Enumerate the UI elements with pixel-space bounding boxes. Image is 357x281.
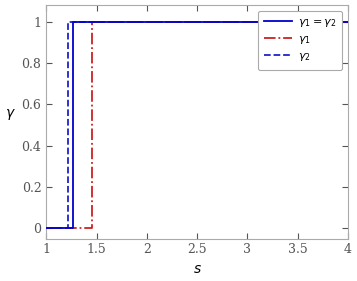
Legend: $\gamma_1 = \gamma_2$, $\gamma_1$, $\gamma_2$: $\gamma_1 = \gamma_2$, $\gamma_1$, $\gam… [257,11,342,70]
Y-axis label: $\gamma$: $\gamma$ [5,107,16,122]
Line: $\gamma_1$: $\gamma_1$ [46,22,348,228]
$\gamma_1$ [346,20,350,23]
$\gamma_2$ [44,226,49,230]
Line: $\gamma_1 = \gamma_2$: $\gamma_1 = \gamma_2$ [46,22,348,228]
$\gamma_1$ [89,20,94,23]
$\gamma_1$ [89,226,94,230]
$\gamma_2$ [66,226,71,230]
$\gamma_1 = \gamma_2$ [44,226,49,230]
Line: $\gamma_2$: $\gamma_2$ [46,22,348,228]
$\gamma_1$ [44,226,49,230]
$\gamma_1 = \gamma_2$ [71,226,76,230]
$\gamma_1 = \gamma_2$ [71,20,76,23]
X-axis label: $s$: $s$ [193,262,202,276]
$\gamma_2$ [66,20,71,23]
$\gamma_1 = \gamma_2$ [346,20,350,23]
$\gamma_2$ [346,20,350,23]
